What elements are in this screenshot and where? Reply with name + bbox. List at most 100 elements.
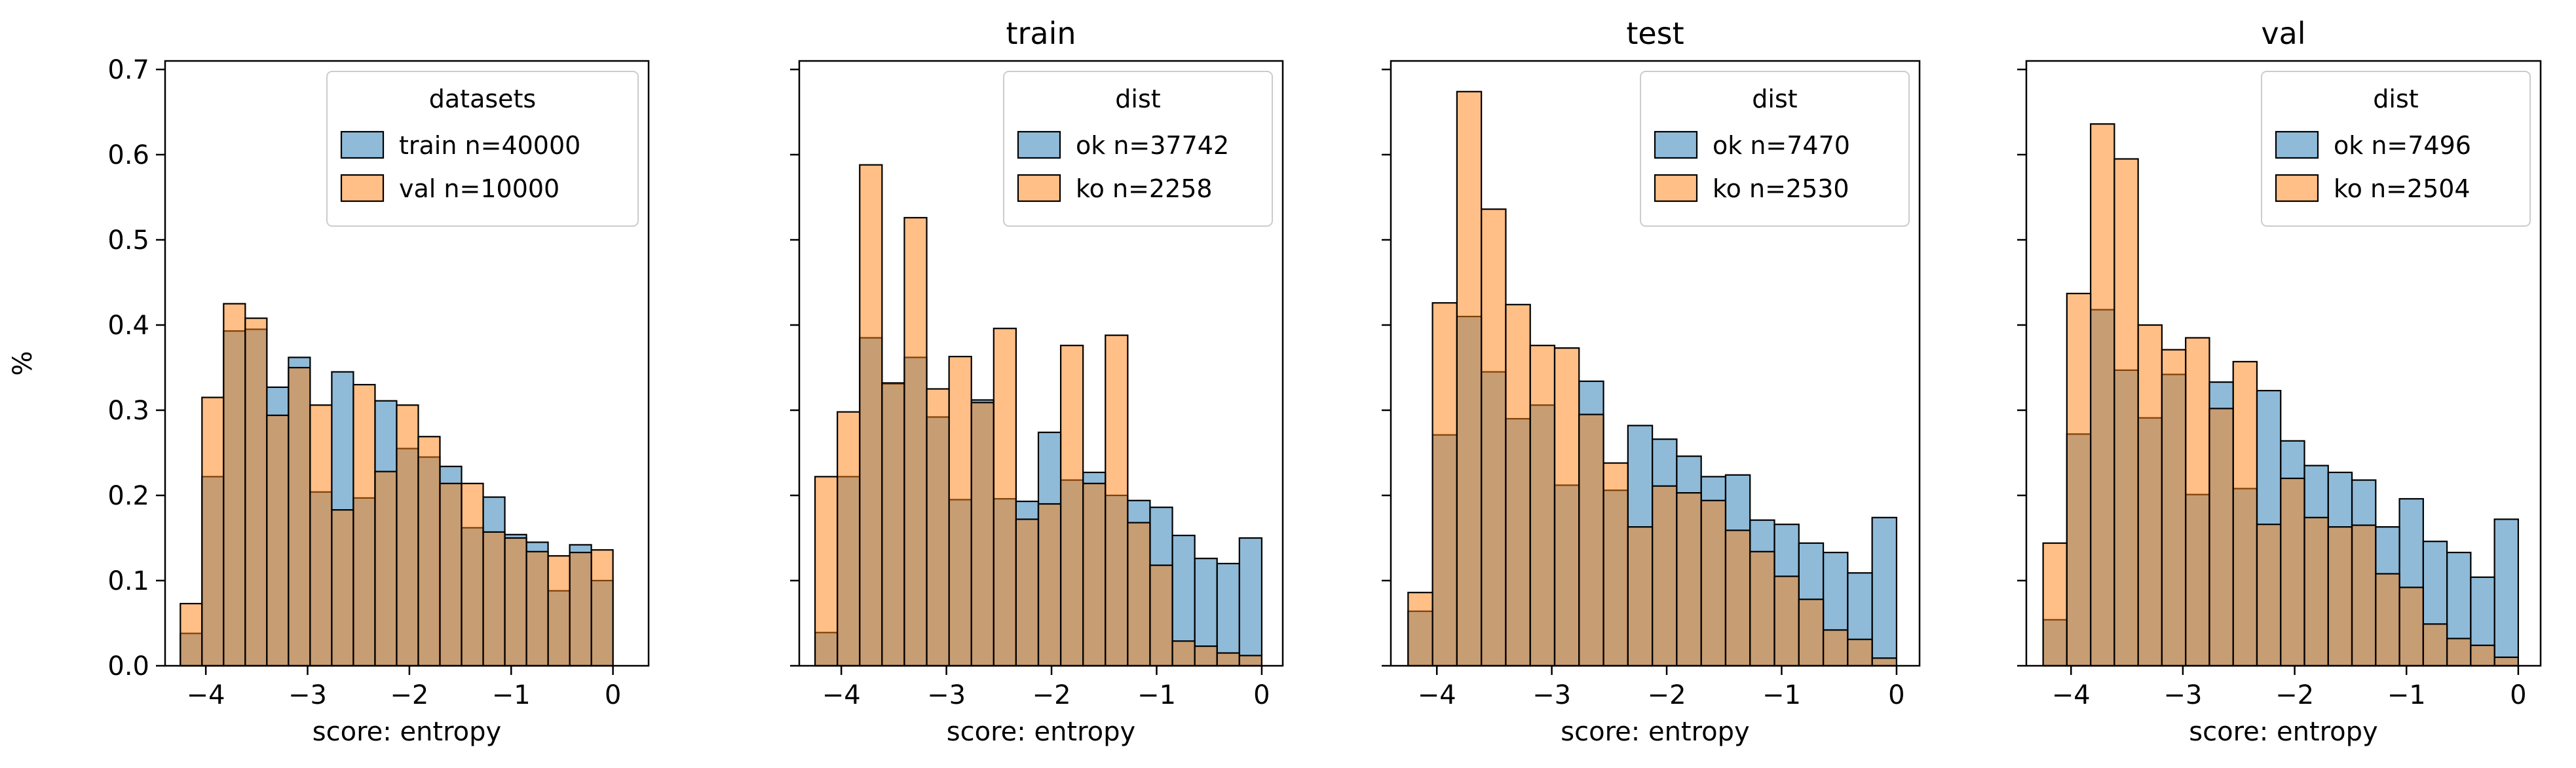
- legend-swatch-2: [340, 174, 385, 202]
- bar-series2-bin-1: [837, 411, 861, 667]
- bar-series2-bin-5: [1529, 345, 1556, 667]
- bars-group: [180, 303, 614, 667]
- bar-series2-bin-10: [396, 404, 419, 667]
- bar-series2-bin-12: [2327, 526, 2353, 667]
- bar-series2-bin-16: [1171, 640, 1196, 667]
- x-axis-label: score: entropy: [2189, 717, 2377, 747]
- x-axis-label: score: entropy: [947, 717, 1135, 747]
- panel-title: train: [1006, 16, 1076, 51]
- bar-series2-bin-14: [2375, 573, 2400, 667]
- bar-series2-bin-2: [1456, 90, 1483, 667]
- legend-title: dist: [2373, 85, 2418, 113]
- bar-series2-bin-8: [1602, 462, 1629, 667]
- bar-series1-bin-18: [1216, 562, 1240, 667]
- y-tick-label: 0.4: [107, 311, 149, 341]
- bar-series2-bin-19: [2493, 656, 2519, 667]
- bar-series2-bin-6: [1553, 347, 1580, 667]
- legend-entry-1: ok n=37742: [1076, 131, 1229, 160]
- y-axis-label: %: [8, 351, 38, 375]
- y-tick-label: 0.6: [107, 140, 149, 170]
- bar-series2-bin-4: [266, 414, 290, 667]
- bar-series2-bin-15: [504, 537, 527, 667]
- y-tick-label: 0.3: [107, 396, 149, 426]
- legend-swatch-1: [1017, 130, 1061, 159]
- x-tick-label: −1: [492, 680, 531, 710]
- bar-series2-bin-13: [1105, 334, 1129, 667]
- bar-series2-bin-2: [223, 303, 246, 667]
- bar-series2-bin-0: [2042, 542, 2068, 667]
- x-tick-label: 0: [2510, 680, 2526, 710]
- bar-series2-bin-1: [1431, 302, 1458, 667]
- bar-series2-bin-17: [2446, 638, 2472, 667]
- legend-entry-2: val n=10000: [399, 174, 559, 203]
- bar-series2-bin-3: [244, 317, 268, 667]
- bar-series1-bin-19: [1238, 537, 1263, 667]
- bar-series2-bin-8: [993, 328, 1017, 667]
- bar-series2-bin-8: [352, 383, 376, 667]
- x-tick-label: −4: [1418, 680, 1456, 710]
- bar-series2-bin-3: [881, 382, 905, 667]
- bar-series2-bin-5: [288, 366, 311, 667]
- histogram-panel-2: −4 −3 −2 −1 0 score: entropy train dist ok n=377…: [790, 16, 1284, 747]
- legend: dist ok n=7496 ko n=2504: [2261, 71, 2531, 227]
- bar-series2-bin-10: [1037, 503, 1062, 667]
- y-tick-label: 0.2: [107, 481, 149, 511]
- x-tick-label: −1: [2387, 680, 2426, 710]
- bar-series2-bin-1: [201, 396, 225, 667]
- bar-series2-bin-7: [331, 509, 354, 667]
- bar-series2-bin-14: [1127, 522, 1151, 667]
- legend: dist ok n=7470 ko n=2530: [1640, 71, 1910, 227]
- bar-series1-bin-19: [1871, 516, 1898, 667]
- bar-series2-bin-2: [859, 164, 883, 667]
- bar-series2-bin-5: [926, 388, 950, 667]
- bar-series2-bin-7: [2208, 408, 2234, 667]
- axes-frame: [164, 60, 650, 667]
- legend-swatch-2: [1654, 174, 1698, 202]
- bar-series2-bin-1: [2066, 292, 2092, 667]
- x-tick-label: −3: [1532, 680, 1571, 710]
- panel-title: val: [2261, 16, 2305, 51]
- x-tick-label: −2: [390, 680, 428, 710]
- legend-entry-1: ok n=7470: [1713, 131, 1850, 160]
- bar-series2-bin-2: [2090, 123, 2115, 667]
- legend-swatch-2: [1017, 174, 1061, 202]
- histogram-panel-1: −4 −3 −2 −1 0 0.0 0.1 0.2 0.3 0.4 0.5 0.6 0.7 score: …: [8, 55, 650, 747]
- panel-title: test: [1626, 16, 1684, 51]
- bar-series2-bin-19: [1871, 657, 1898, 667]
- bar-series2-bin-10: [1652, 485, 1678, 667]
- legend: dist ok n=37742 ko n=2258: [1003, 71, 1273, 227]
- bar-series2-bin-18: [569, 551, 592, 667]
- bar-series2-bin-8: [2232, 360, 2258, 667]
- panels: −4 −3 −2 −1 0 0.0 0.1 0.2 0.3 0.4 0.5 0.6 0.7 score: …: [8, 16, 2542, 747]
- bar-series2-bin-0: [814, 476, 839, 667]
- x-tick-label: −2: [2275, 680, 2314, 710]
- x-tick-label: −2: [1648, 680, 1686, 710]
- bar-series1-bin-19: [2493, 518, 2519, 667]
- legend-frame: [1003, 71, 1273, 227]
- x-axis-label: score: entropy: [313, 717, 501, 747]
- bar-series2-bin-9: [2256, 524, 2282, 667]
- bar-series2-bin-16: [525, 550, 549, 667]
- bar-series2-bin-3: [2113, 158, 2139, 667]
- legend-title: datasets: [429, 85, 536, 113]
- histogram-panel-4: −4 −3 −2 −1 0 score: entropy val dist ok n=7496 k…: [2017, 16, 2542, 747]
- x-tick-label: −3: [927, 680, 966, 710]
- bars-group: [814, 164, 1263, 667]
- bar-series2-bin-3: [1481, 208, 1507, 667]
- x-tick-label: −3: [288, 680, 327, 710]
- legend-entry-2: ko n=2504: [2334, 174, 2471, 203]
- bar-series2-bin-18: [1847, 638, 1873, 667]
- bar-series2-bin-5: [2161, 349, 2187, 667]
- x-tick-label: −4: [187, 680, 225, 710]
- bar-series2-bin-15: [1149, 564, 1173, 667]
- x-tick-label: −3: [2163, 680, 2202, 710]
- bar-series2-bin-6: [948, 355, 972, 667]
- bar-series2-bin-18: [1216, 652, 1240, 667]
- bar-series2-bin-0: [1407, 592, 1433, 667]
- bar-series2-bin-6: [309, 404, 333, 667]
- legend-title: dist: [1752, 85, 1797, 113]
- bar-series2-bin-12: [439, 482, 463, 667]
- bar-series2-bin-0: [180, 602, 203, 667]
- legend-entry-2: ko n=2258: [1076, 174, 1213, 203]
- bar-series2-bin-16: [1798, 598, 1825, 667]
